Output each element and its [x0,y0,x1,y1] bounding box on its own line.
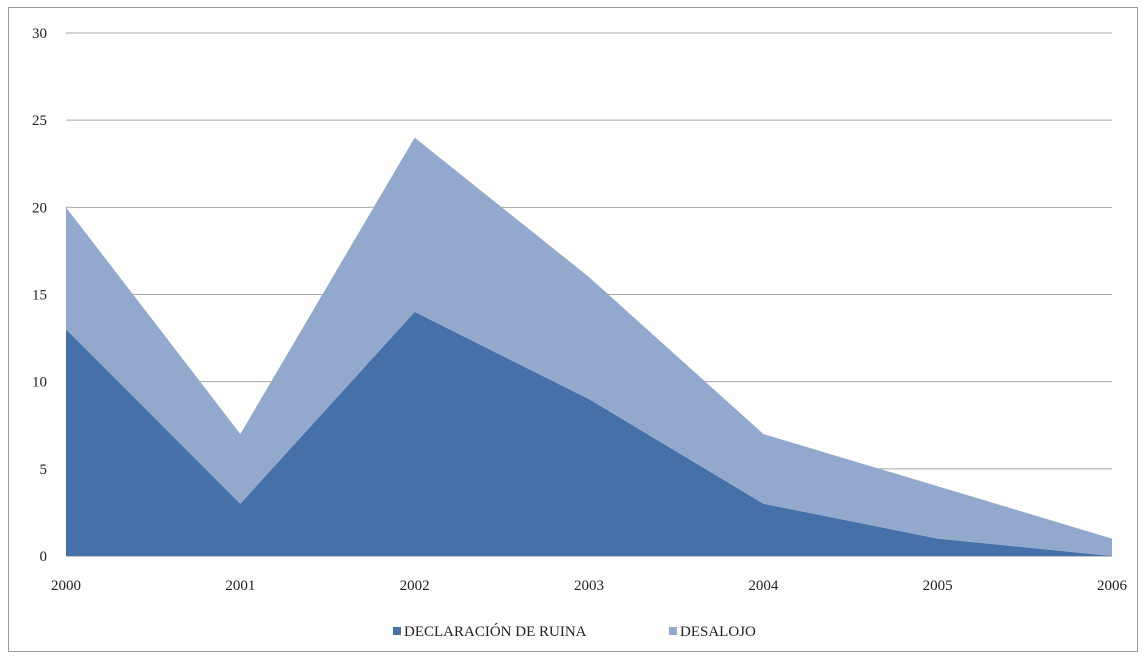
x-tick-label: 2006 [1097,578,1128,594]
y-tick-label: 0 [40,549,48,565]
y-tick-label: 20 [32,200,47,216]
x-axis-ticks: 2000 2001 2002 2003 2004 2005 2006 [51,578,1128,594]
y-tick-label: 15 [32,288,47,304]
x-tick-label: 2005 [923,578,953,594]
x-tick-label: 2004 [748,578,779,594]
legend-label-desalojo: DESALOJO [680,624,756,640]
legend: DECLARACIÓN DE RUINA DESALOJO [393,623,756,640]
y-tick-label: 5 [40,462,48,478]
legend-swatch-desalojo [669,627,677,635]
area-series [66,137,1112,556]
area-desalojo [66,137,1112,556]
x-tick-label: 2001 [225,578,255,594]
y-tick-label: 30 [32,26,47,42]
y-axis-ticks: 0 5 10 15 20 25 30 [32,26,47,565]
x-tick-label: 2000 [51,578,81,594]
y-tick-label: 25 [32,113,47,129]
area-declaracion-de-ruina [66,311,1112,556]
x-tick-label: 2002 [400,578,430,594]
legend-swatch-declaracion-de-ruina [393,627,401,635]
legend-label-declaracion-de-ruina: DECLARACIÓN DE RUINA [404,623,587,640]
x-tick-label: 2003 [574,578,604,594]
y-tick-label: 10 [32,375,47,391]
